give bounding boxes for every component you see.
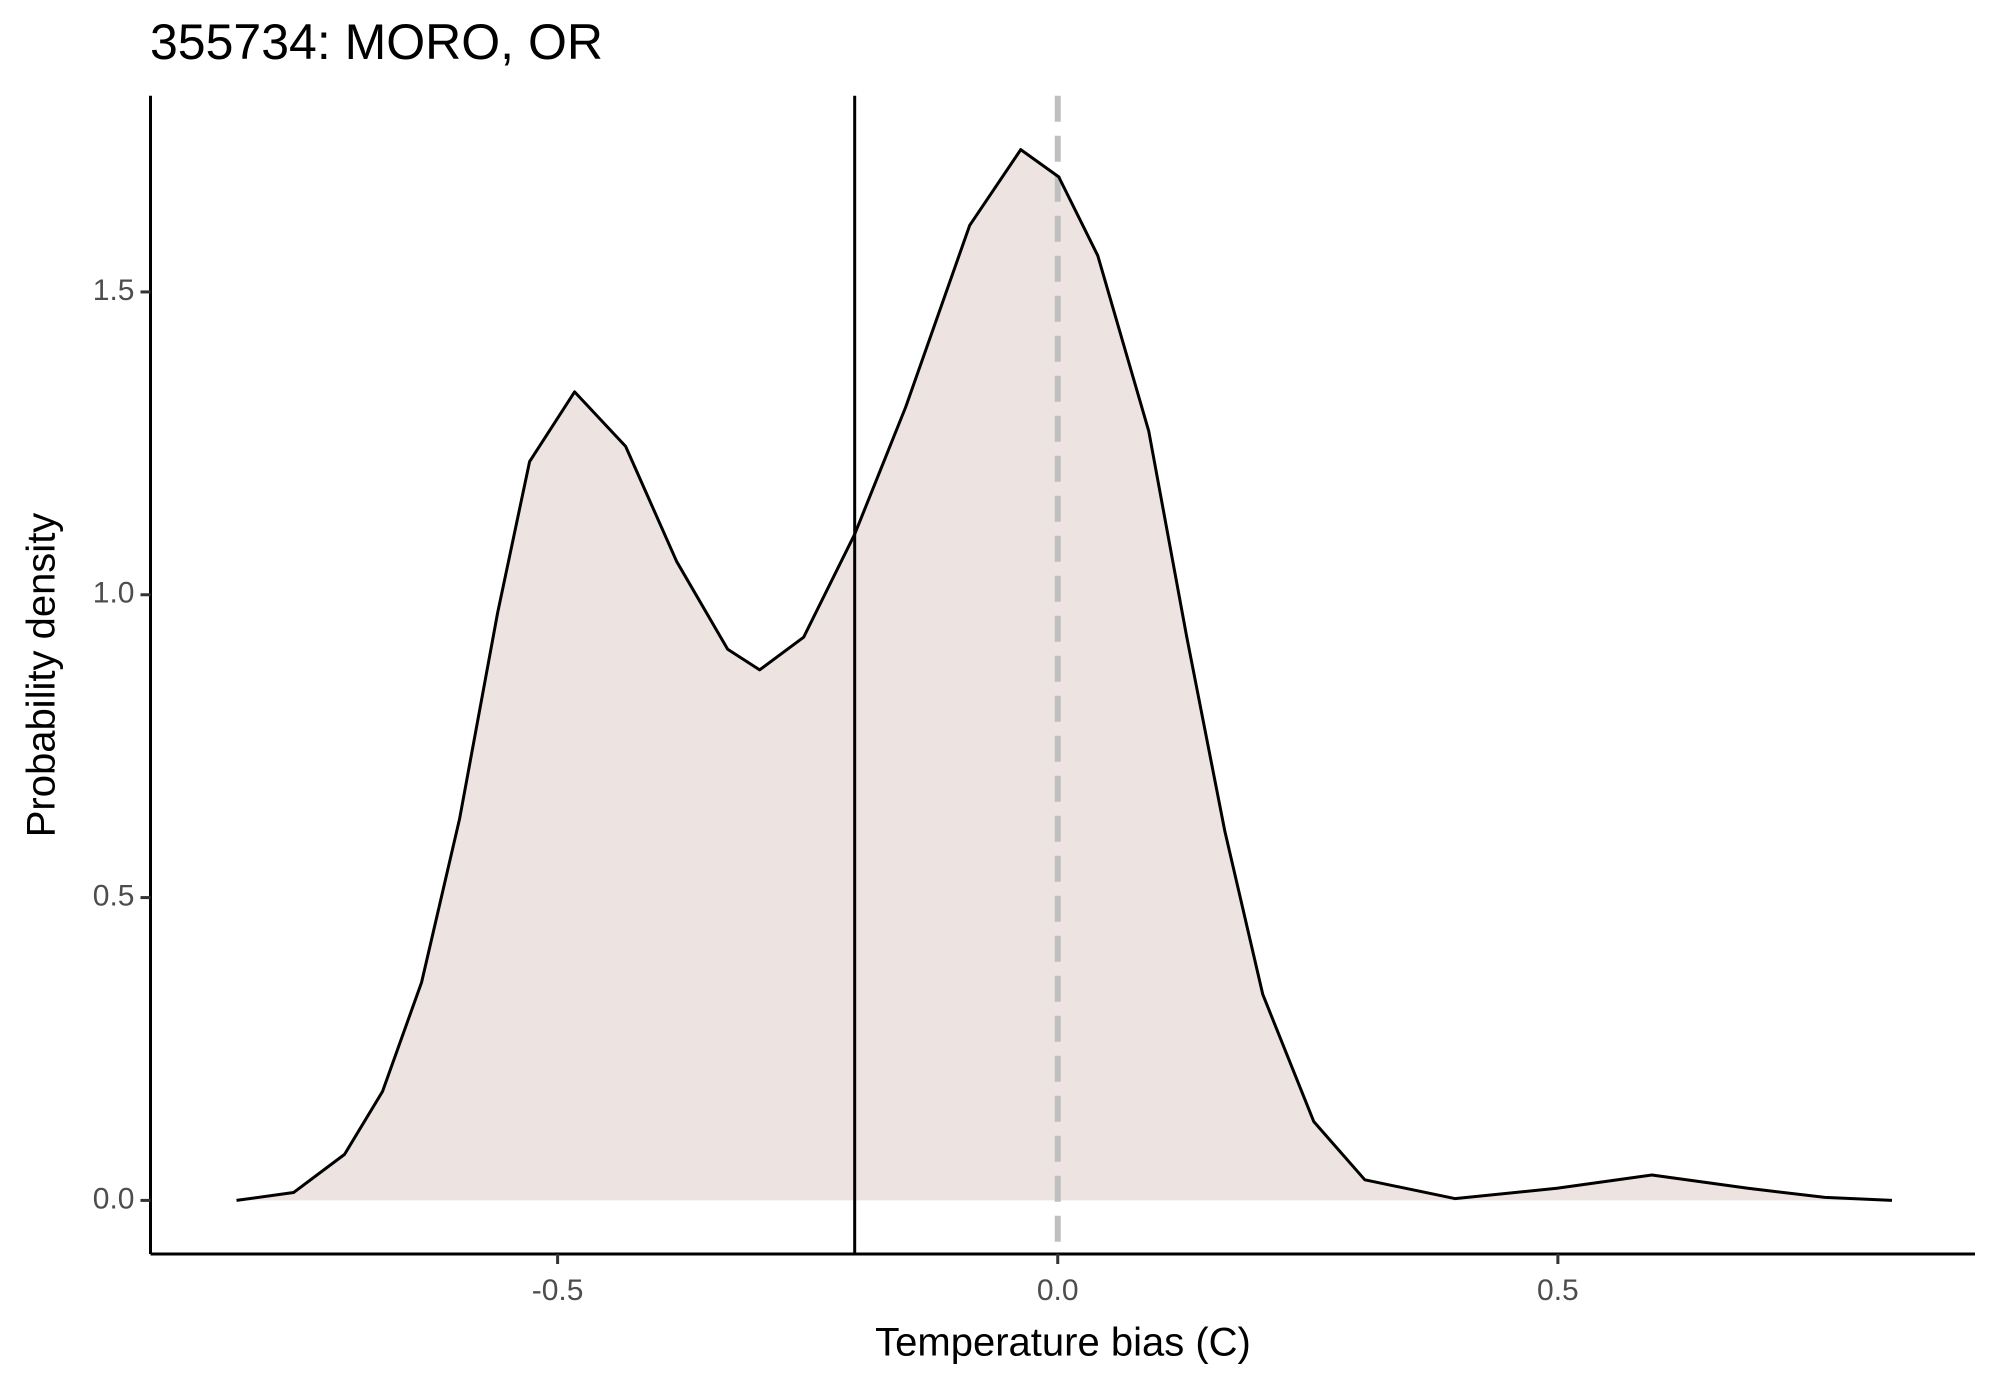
density-line: [236, 148, 1893, 1202]
density-area: [236, 149, 1892, 1201]
x-tick-label: 0.0: [1037, 1274, 1079, 1307]
chart-title: 355734: MORO, OR: [150, 14, 603, 70]
x-axis-title: Temperature bias (C): [875, 1321, 1251, 1365]
y-tick-label: 1.5: [93, 274, 135, 307]
x-tick-label: 0.5: [1537, 1274, 1579, 1307]
y-tick-label: 0.0: [93, 1182, 135, 1215]
y-axis-title: Probability density: [20, 513, 64, 838]
y-tick-label: 1.0: [93, 577, 135, 610]
y-tick-label: 0.5: [93, 879, 135, 912]
x-tick-label: -0.5: [532, 1274, 584, 1307]
